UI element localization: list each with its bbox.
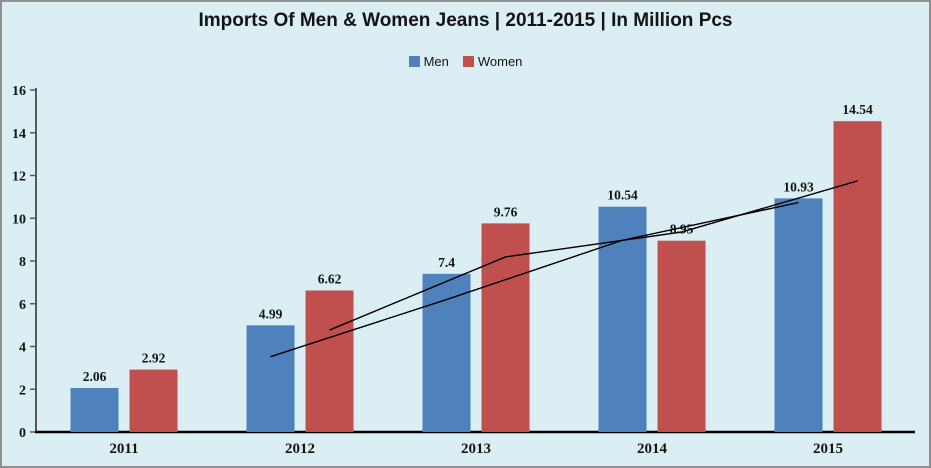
y-tick-label-14: 14 — [12, 127, 26, 142]
trendline-men — [270, 201, 799, 358]
bar-women-2011 — [129, 369, 178, 432]
x-tick-label-2015: 2015 — [813, 441, 843, 457]
bar-men-2014 — [598, 206, 647, 432]
legend-label-men: Men — [423, 54, 449, 69]
legend-item-women: Women — [462, 54, 523, 69]
y-tick-label-16: 16 — [12, 84, 26, 99]
y-tick-label-2: 2 — [19, 383, 26, 398]
y-tick-label-10: 10 — [12, 212, 26, 227]
y-tick-label-0: 0 — [19, 426, 26, 441]
y-tick-label-8: 8 — [19, 255, 26, 270]
x-tick-label-2013: 2013 — [461, 441, 491, 457]
bar-women-2015 — [833, 121, 882, 433]
bar-women-2013 — [481, 223, 530, 432]
bar-label-men-2014: 10.54 — [607, 188, 638, 203]
bar-women-2012 — [305, 290, 354, 432]
bar-label-men-2012: 4.99 — [259, 306, 283, 321]
trendline-women — [329, 180, 858, 331]
bar-label-women-2013: 9.76 — [494, 204, 518, 219]
bar-label-men-2015: 10.93 — [783, 179, 814, 194]
chart-title: Imports Of Men & Women Jeans | 2011-2015… — [198, 10, 733, 31]
y-tick-label-4: 4 — [19, 341, 26, 356]
x-tick-label-2012: 2012 — [285, 441, 315, 457]
bar-women-2014 — [657, 240, 706, 432]
bar-label-men-2011: 2.06 — [83, 369, 107, 384]
x-tick-label-2014: 2014 — [637, 441, 668, 457]
bar-men-2013 — [422, 273, 471, 432]
men-series-swatch-icon — [408, 56, 420, 67]
bar-label-women-2011: 2.92 — [142, 351, 166, 366]
women-series-swatch-icon — [462, 56, 474, 67]
legend-label-women: Women — [477, 54, 523, 69]
bar-men-2011 — [70, 387, 119, 432]
bar-label-women-2012: 6.62 — [318, 271, 342, 286]
x-tick-label-2011: 2011 — [109, 441, 138, 457]
legend-item-men: Men — [408, 54, 449, 69]
y-tick-label-6: 6 — [19, 298, 26, 313]
bar-label-women-2015: 14.54 — [842, 102, 873, 117]
bar-label-men-2013: 7.4 — [438, 255, 455, 270]
legend: Men Women — [2, 54, 929, 69]
y-tick-label-12: 12 — [12, 170, 26, 185]
bar-men-2015 — [774, 198, 823, 432]
bar-men-2012 — [246, 325, 295, 432]
